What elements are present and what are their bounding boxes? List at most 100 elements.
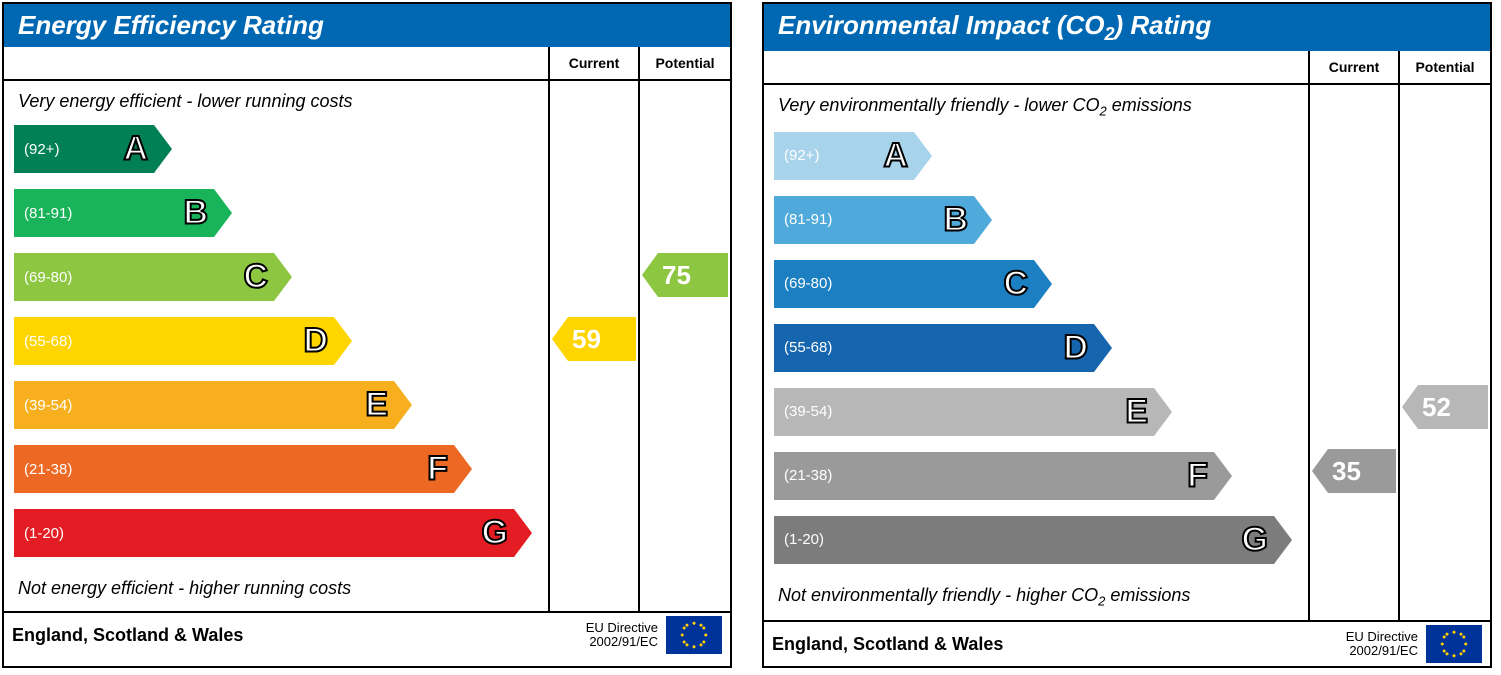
band-letter: E [1125, 392, 1148, 431]
bands-area: Very environmentally friendly - lower CO… [764, 85, 1310, 620]
potential-column: 52 [1400, 85, 1490, 620]
band-arrow-icon [514, 509, 532, 557]
chart-title: Environmental Impact (CO2) Rating [764, 4, 1490, 51]
band-arrow-icon [274, 253, 292, 301]
band-range: (39-54) [774, 403, 832, 420]
band-bar: (92+) A [774, 132, 914, 180]
marker-value: 35 [1332, 456, 1361, 487]
energy-rating-chart: Energy Efficiency RatingCurrentPotential… [2, 2, 732, 668]
header-potential: Potential [1400, 51, 1490, 83]
header-row: CurrentPotential [764, 51, 1490, 85]
band-arrow-icon [1274, 516, 1292, 564]
band-bar: (1-20) G [774, 516, 1274, 564]
band-D: (55-68) D [14, 312, 548, 370]
band-range: (55-68) [774, 339, 832, 356]
band-range: (69-80) [14, 269, 72, 286]
band-A: (92+) A [774, 127, 1308, 185]
chart-body: Very environmentally friendly - lower CO… [764, 85, 1490, 620]
eu-flag-icon [1426, 625, 1482, 663]
bands-area: Very energy efficient - lower running co… [4, 81, 550, 611]
band-letter: E [365, 386, 388, 425]
marker-value: 52 [1422, 392, 1451, 423]
top-caption: Very energy efficient - lower running co… [14, 87, 548, 120]
chart-body: Very energy efficient - lower running co… [4, 81, 730, 611]
band-range: (92+) [774, 147, 819, 164]
footer-region: England, Scotland & Wales [772, 634, 1346, 655]
chart-footer: England, Scotland & WalesEU Directive200… [764, 620, 1490, 666]
marker-arrow-icon [1312, 449, 1328, 493]
band-arrow-icon [1214, 452, 1232, 500]
marker-arrow-icon [642, 253, 658, 297]
band-letter: D [1063, 328, 1088, 367]
band-range: (39-54) [14, 397, 72, 414]
band-arrow-icon [394, 381, 412, 429]
band-range: (55-68) [14, 333, 72, 350]
band-arrow-icon [974, 196, 992, 244]
band-E: (39-54) E [14, 376, 548, 434]
current-marker: 35 [1328, 449, 1396, 493]
band-F: (21-38) F [774, 447, 1308, 505]
band-arrow-icon [1154, 388, 1172, 436]
footer-directive: EU Directive2002/91/EC [1346, 630, 1418, 659]
current-column: 35 [1310, 85, 1400, 620]
top-caption: Very environmentally friendly - lower CO… [774, 91, 1308, 127]
footer-region: England, Scotland & Wales [12, 625, 586, 646]
bottom-caption: Not environmentally friendly - higher CO… [774, 575, 1308, 615]
band-range: (81-91) [774, 211, 832, 228]
band-C: (69-80)C [774, 255, 1308, 313]
band-bar: (39-54) E [14, 381, 394, 429]
band-C: (69-80) C [14, 248, 548, 306]
marker-arrow-icon [1402, 385, 1418, 429]
marker-arrow-icon [552, 317, 568, 361]
band-arrow-icon [914, 132, 932, 180]
band-arrow-icon [214, 189, 232, 237]
band-letter: A [883, 136, 908, 175]
current-marker: 59 [568, 317, 636, 361]
header-current: Current [550, 47, 640, 79]
eu-flag-icon [666, 616, 722, 654]
current-column: 59 [550, 81, 640, 611]
band-bar: (69-80)C [774, 260, 1034, 308]
header-potential: Potential [640, 47, 730, 79]
band-F: (21-38) F [14, 440, 548, 498]
band-letter: F [427, 450, 448, 489]
band-range: (92+) [14, 141, 59, 158]
band-range: (21-38) [774, 467, 832, 484]
environmental-rating-chart: Environmental Impact (CO2) RatingCurrent… [762, 2, 1492, 668]
band-G: (1-20) G [14, 504, 548, 562]
header-current: Current [1310, 51, 1400, 83]
band-letter: D [303, 322, 328, 361]
bottom-caption: Not energy efficient - higher running co… [14, 568, 548, 605]
band-B: (81-91) B [774, 191, 1308, 249]
band-E: (39-54) E [774, 383, 1308, 441]
potential-marker: 52 [1418, 385, 1488, 429]
chart-title: Energy Efficiency Rating [4, 4, 730, 47]
band-arrow-icon [454, 445, 472, 493]
band-letter: G [482, 514, 508, 553]
band-range: (1-20) [14, 525, 64, 542]
footer-directive: EU Directive2002/91/EC [586, 621, 658, 650]
band-bar: (1-20) G [14, 509, 514, 557]
marker-value: 75 [662, 260, 691, 291]
header-row: CurrentPotential [4, 47, 730, 81]
band-range: (1-20) [774, 531, 824, 548]
band-range: (21-38) [14, 461, 72, 478]
potential-column: 75 [640, 81, 730, 611]
band-letter: C [243, 258, 268, 297]
band-bar: (39-54) E [774, 388, 1154, 436]
band-A: (92+) A [14, 120, 548, 178]
band-bar: (21-38) F [14, 445, 454, 493]
band-letter: B [943, 200, 968, 239]
band-bar: (21-38) F [774, 452, 1214, 500]
band-arrow-icon [154, 125, 172, 173]
band-range: (69-80) [774, 275, 832, 292]
band-arrow-icon [1034, 260, 1052, 308]
band-letter: A [123, 130, 148, 169]
band-B: (81-91)B [14, 184, 548, 242]
band-letter: F [1187, 456, 1208, 495]
band-bar: (92+) A [14, 125, 154, 173]
band-range: (81-91) [14, 205, 72, 222]
band-D: (55-68) D [774, 319, 1308, 377]
band-letter: G [1242, 520, 1268, 559]
potential-marker: 75 [658, 253, 728, 297]
